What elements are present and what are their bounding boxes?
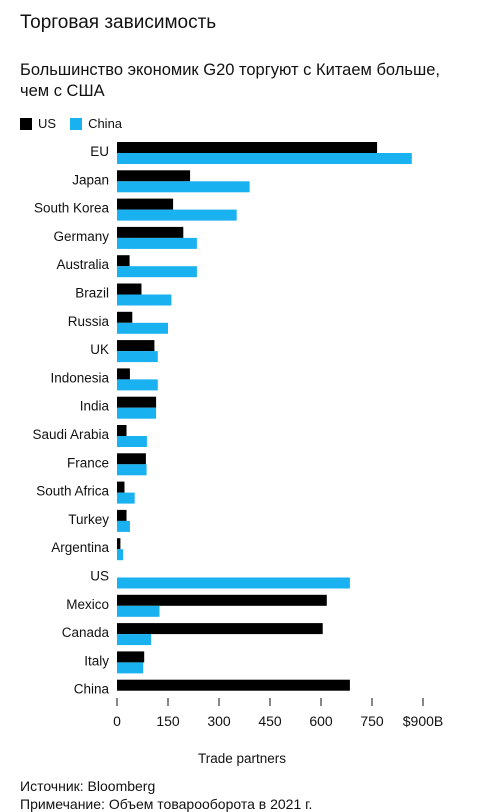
bar-us-south-africa: [117, 481, 125, 493]
bar-us-indonesia: [117, 368, 130, 380]
bar-us-australia: [117, 255, 130, 267]
category-label-russia: Russia: [68, 314, 110, 329]
category-label-italy: Italy: [84, 653, 109, 668]
x-axis-title: Trade partners: [198, 751, 286, 766]
bar-china-uk: [117, 351, 158, 363]
legend-label-us: US: [38, 116, 57, 131]
category-label-japan: Japan: [72, 172, 109, 187]
bar-china-russia: [117, 322, 168, 334]
bar-china-india: [117, 407, 157, 419]
category-label-turkey: Turkey: [68, 512, 109, 527]
bar-us-mexico: [117, 594, 327, 606]
bar-us-germany: [117, 226, 184, 238]
legend: US China: [20, 116, 136, 131]
category-label-us: US: [90, 569, 109, 584]
bar-us-argentina: [117, 538, 121, 550]
x-tick-label-900: $900B: [403, 713, 443, 729]
legend-label-china: China: [88, 116, 123, 131]
bar-china-eu: [117, 153, 412, 164]
bar-china-us: [117, 577, 350, 589]
bar-us-saudi-arabia: [117, 425, 127, 436]
x-tick-label-750: 750: [360, 713, 384, 729]
category-label-australia: Australia: [56, 257, 109, 272]
category-label-france: France: [67, 455, 109, 470]
chart-headline: Торговая зависимость: [20, 12, 217, 33]
bar-us-france: [117, 453, 146, 465]
x-tick-label-150: 150: [156, 713, 180, 729]
category-label-south-korea: South Korea: [34, 201, 110, 216]
category-label-canada: Canada: [62, 625, 110, 640]
chart-subtitle: Большинство экономик G20 торгуют с Китае…: [20, 61, 440, 100]
bar-us-brazil: [117, 283, 142, 295]
category-label-mexico: Mexico: [66, 597, 109, 612]
category-label-eu: EU: [90, 144, 109, 159]
bar-us-china: [117, 679, 350, 691]
legend-item-china: China: [70, 116, 122, 131]
bar-us-uk: [117, 340, 155, 352]
legend-swatch-us: [20, 117, 32, 130]
bar-china-saudi-arabia: [117, 436, 147, 447]
bar-china-indonesia: [117, 379, 158, 391]
bar-china-canada: [117, 634, 151, 646]
source-note: Источник: Bloomberg: [20, 778, 156, 794]
bar-us-eu: [117, 142, 378, 153]
bar-chart: EU Japan South Korea Germany Australia Brazil…: [32, 142, 443, 766]
category-label-saudi-arabia: Saudi Arabia: [32, 427, 109, 442]
bar-china-mexico: [117, 605, 160, 617]
bar-us-south-korea: [117, 198, 174, 210]
category-label-india: India: [80, 399, 110, 414]
footnote: Примечание: Объем товарооборота в 2021 г…: [20, 796, 313, 812]
category-label-uk: UK: [90, 342, 109, 357]
category-label-china: China: [74, 682, 110, 697]
x-tick-label-600: 600: [309, 713, 333, 729]
bar-china-italy: [117, 662, 144, 674]
bar-china-australia: [117, 266, 197, 278]
bar-china-germany: [117, 237, 197, 249]
bar-us-italy: [117, 651, 145, 663]
bar-us-japan: [117, 170, 191, 182]
category-label-germany: Germany: [53, 229, 109, 244]
x-tick-label-300: 300: [207, 713, 231, 729]
bar-china-turkey: [117, 520, 130, 532]
category-label-argentina: Argentina: [51, 540, 109, 555]
x-tick-label-0: 0: [113, 713, 121, 729]
bar-us-turkey: [117, 509, 127, 521]
bar-us-russia: [117, 311, 133, 323]
bar-china-south-korea: [117, 209, 237, 221]
bar-china-brazil: [117, 294, 172, 306]
bar-china-japan: [117, 181, 250, 193]
bar-china-france: [117, 464, 147, 476]
legend-item-us: US: [20, 116, 56, 131]
category-label-indonesia: Indonesia: [50, 370, 109, 385]
category-label-south-africa: South Africa: [36, 484, 109, 499]
legend-swatch-china: [70, 117, 83, 130]
bar-china-argentina: [117, 549, 124, 561]
category-label-brazil: Brazil: [75, 286, 109, 301]
x-tick-label-450: 450: [258, 713, 282, 729]
bar-us-canada: [117, 623, 323, 635]
bar-china-south-africa: [117, 492, 135, 504]
bar-us-india: [117, 396, 157, 408]
